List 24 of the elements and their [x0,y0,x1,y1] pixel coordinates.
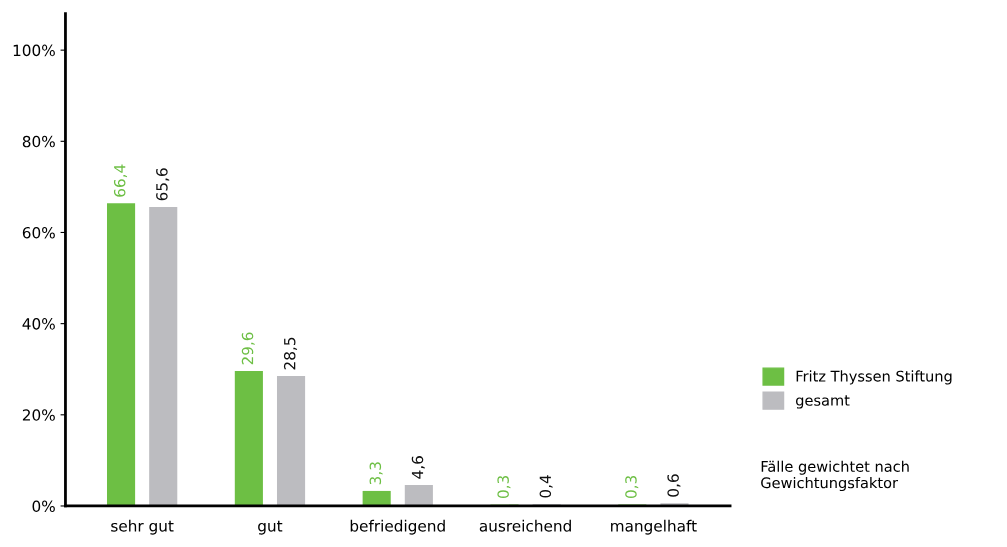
y-tick-label: 60% [22,226,55,239]
legend-label: gesamt [796,395,850,409]
x-tick-label: ausreichend [479,519,571,532]
y-tick-label: 80% [22,135,55,148]
data-label: 65,6 [156,168,170,201]
data-label: 4,6 [411,456,425,479]
data-label: 28,5 [283,337,298,370]
data-label: 0,3 [497,475,511,499]
y-tick-label: 20% [22,409,55,421]
data-label: 0,3 [625,475,639,499]
legend-label: Fritz Thyssen Stiftung [796,370,952,385]
x-tick-label: befriedigend [350,519,445,535]
data-label: 3,3 [369,462,383,485]
data-label: 0,4 [539,475,553,498]
data-label: 0,6 [667,474,681,497]
x-tick-label: gut [258,520,283,535]
data-label: 29,6 [241,332,255,365]
y-tick-label: 100% [13,44,55,57]
data-label: 66,4 [113,164,128,197]
x-tick-label: sehr gut [111,519,174,535]
text: Fälle gewichtet nach Gewichtungsfaktor [761,460,909,492]
x-tick-label: mangelhaft [611,519,697,535]
y-tick-label: 40% [22,318,55,330]
y-tick-label: 0% [32,500,55,512]
